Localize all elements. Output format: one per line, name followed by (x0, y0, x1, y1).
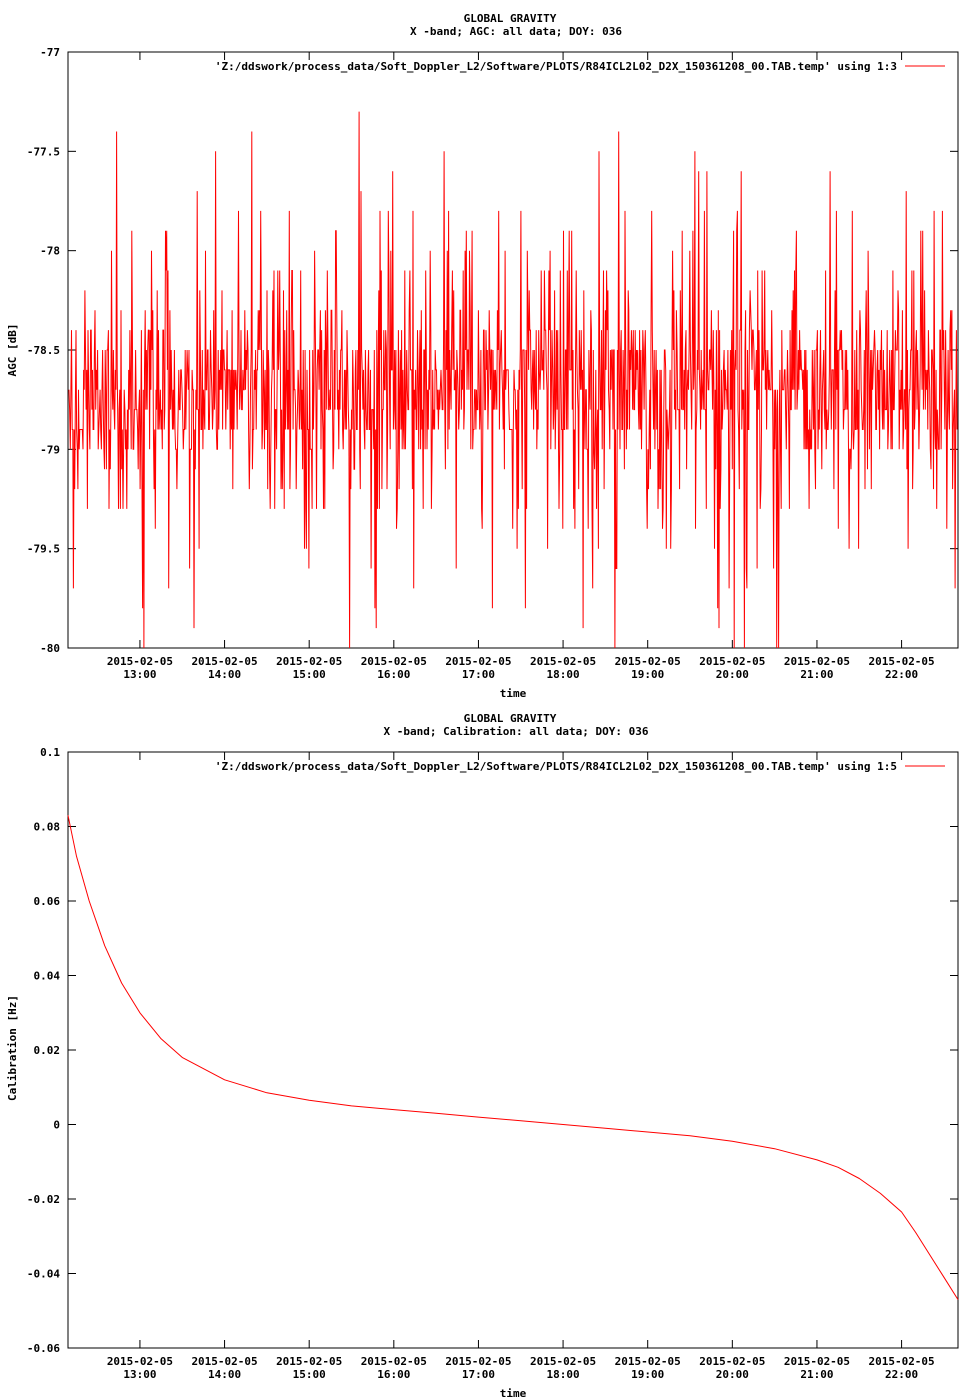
chart-subtitle: X -band; Calibration: all data; DOY: 036 (384, 725, 649, 738)
x-tick-date: 2015-02-05 (868, 1355, 934, 1368)
y-tick-label: 0 (53, 1119, 60, 1132)
x-tick-date: 2015-02-05 (445, 1355, 511, 1368)
x-tick-time: 22:00 (885, 1368, 918, 1381)
chart-title: GLOBAL GRAVITY (464, 712, 557, 725)
calibration-series-line (67, 815, 959, 1300)
x-tick-date: 2015-02-05 (530, 1355, 596, 1368)
y-tick-label: -0.04 (27, 1268, 60, 1281)
x-tick-time: 14:00 (208, 668, 241, 681)
y-tick-label: -77 (40, 46, 60, 59)
x-tick-time: 19:00 (631, 668, 664, 681)
x-tick-date: 2015-02-05 (699, 655, 765, 668)
y-tick-label: -80 (40, 642, 60, 655)
x-tick-date: 2015-02-05 (276, 655, 342, 668)
x-axis-label: time (500, 687, 527, 700)
x-tick-time: 20:00 (716, 668, 749, 681)
x-tick-time: 13:00 (123, 668, 156, 681)
x-tick-date: 2015-02-05 (445, 655, 511, 668)
legend-label: 'Z:/ddswork/process_data/Soft_Doppler_L2… (215, 60, 897, 73)
y-tick-label: -0.06 (27, 1342, 60, 1355)
x-tick-time: 20:00 (716, 1368, 749, 1381)
x-tick-date: 2015-02-05 (361, 1355, 427, 1368)
y-axis-label: AGC [dB] (6, 324, 19, 377)
x-tick-time: 16:00 (377, 1368, 410, 1381)
x-tick-time: 22:00 (885, 668, 918, 681)
x-tick-date: 2015-02-05 (784, 1355, 850, 1368)
chart-subtitle: X -band; AGC: all data; DOY: 036 (410, 25, 622, 38)
y-tick-label: -77.5 (27, 145, 60, 158)
x-tick-date: 2015-02-05 (868, 655, 934, 668)
agc-series-line (68, 111, 958, 649)
y-axis-label: Calibration [Hz] (6, 995, 19, 1101)
y-tick-label: 0.04 (34, 970, 61, 983)
y-tick-label: -78.5 (27, 344, 60, 357)
legend-label: 'Z:/ddswork/process_data/Soft_Doppler_L2… (215, 760, 897, 773)
x-tick-time: 18:00 (547, 668, 580, 681)
x-tick-time: 15:00 (293, 1368, 326, 1381)
x-tick-date: 2015-02-05 (107, 655, 173, 668)
x-tick-date: 2015-02-05 (615, 1355, 681, 1368)
x-tick-date: 2015-02-05 (530, 655, 596, 668)
calibration-chart: GLOBAL GRAVITY X -band; Calibration: all… (6, 712, 959, 1400)
chart-title: GLOBAL GRAVITY (464, 12, 557, 25)
x-tick-time: 13:00 (123, 1368, 156, 1381)
x-tick-date: 2015-02-05 (191, 1355, 257, 1368)
x-tick-time: 21:00 (800, 668, 833, 681)
x-tick-date: 2015-02-05 (191, 655, 257, 668)
x-tick-date: 2015-02-05 (784, 655, 850, 668)
y-tick-label: -78 (40, 245, 60, 258)
x-tick-time: 16:00 (377, 668, 410, 681)
x-tick-time: 18:00 (547, 1368, 580, 1381)
x-tick-date: 2015-02-05 (276, 1355, 342, 1368)
x-tick-time: 21:00 (800, 1368, 833, 1381)
y-tick-label: -79 (40, 443, 60, 456)
x-tick-time: 15:00 (293, 668, 326, 681)
x-tick-date: 2015-02-05 (361, 655, 427, 668)
x-tick-date: 2015-02-05 (699, 1355, 765, 1368)
x-tick-date: 2015-02-05 (615, 655, 681, 668)
y-tick-label: -79.5 (27, 543, 60, 556)
plot-frame (67, 751, 959, 1349)
x-tick-time: 17:00 (462, 1368, 495, 1381)
x-tick-time: 14:00 (208, 1368, 241, 1381)
agc-chart: GLOBAL GRAVITY X -band; AGC: all data; D… (6, 12, 959, 700)
y-tick-label: -0.02 (27, 1193, 60, 1206)
plot-frame (67, 51, 959, 649)
x-tick-time: 19:00 (631, 1368, 664, 1381)
y-tick-label: 0.02 (34, 1044, 61, 1057)
y-tick-label: 0.06 (34, 895, 61, 908)
x-tick-time: 17:00 (462, 668, 495, 681)
y-tick-label: 0.1 (40, 746, 60, 759)
y-tick-label: 0.08 (34, 821, 61, 834)
x-axis-label: time (500, 1387, 527, 1400)
x-tick-date: 2015-02-05 (107, 1355, 173, 1368)
